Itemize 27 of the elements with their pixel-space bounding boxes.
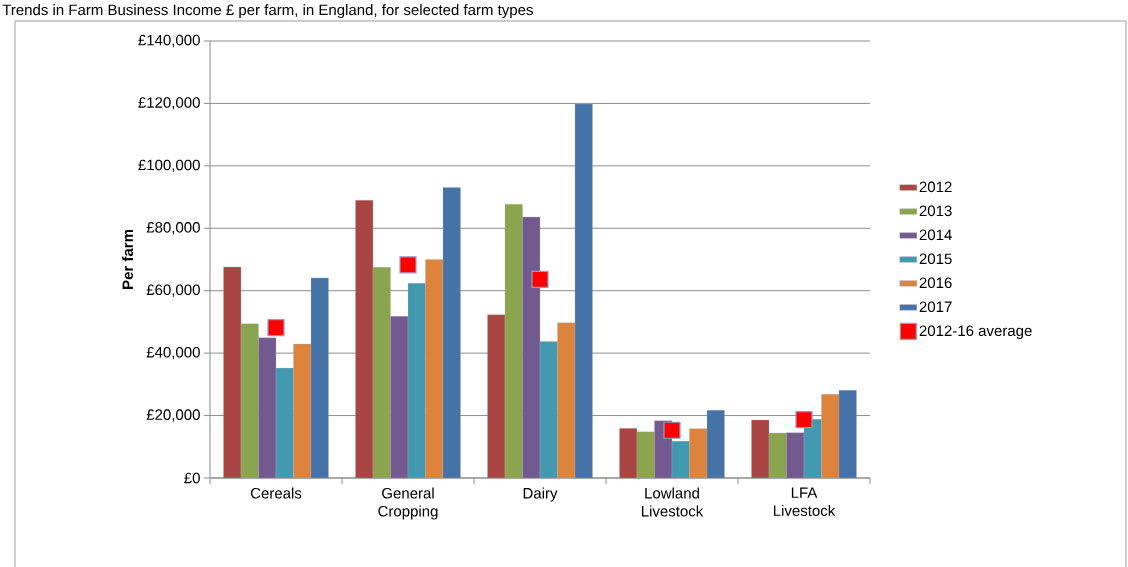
legend-label: 2016 [919, 277, 952, 289]
point [531, 270, 549, 289]
x-tick-label: Lowland Livestock [641, 487, 704, 517]
x-tick-label: Cereals [250, 487, 302, 499]
legend-label: 2012-16 average [919, 325, 1032, 339]
y-tick-label: £0 [184, 472, 200, 484]
chart-title: Trends in Farm Business Income £ per farm, in England, for selected farm types [2, 4, 533, 19]
point [399, 256, 417, 274]
y-axis-title: Per farm [122, 230, 134, 289]
y-tick-label: £120,000 [138, 97, 200, 110]
point [795, 411, 813, 429]
x-tick-label: General Cropping [378, 487, 438, 520]
y-tick-label: £80,000 [146, 222, 200, 235]
y-tick-label: £20,000 [146, 409, 200, 422]
y-tick-label: £60,000 [146, 284, 200, 297]
x-tick-label: LFA Livestock [773, 487, 836, 516]
x-tick-label: Dairy [523, 487, 558, 502]
y-tick-label: £40,000 [146, 346, 200, 360]
legend-label: 2012 [919, 181, 952, 193]
point [663, 421, 681, 439]
legend-label: 2014 [919, 229, 952, 241]
point [267, 318, 285, 337]
y-tick-label: £100,000 [138, 159, 200, 173]
legend-label: 2017 [919, 301, 952, 313]
y-tick-label: £140,000 [138, 34, 200, 48]
legend-label: 2013 [919, 205, 952, 217]
legend-label: 2015 [919, 253, 952, 265]
